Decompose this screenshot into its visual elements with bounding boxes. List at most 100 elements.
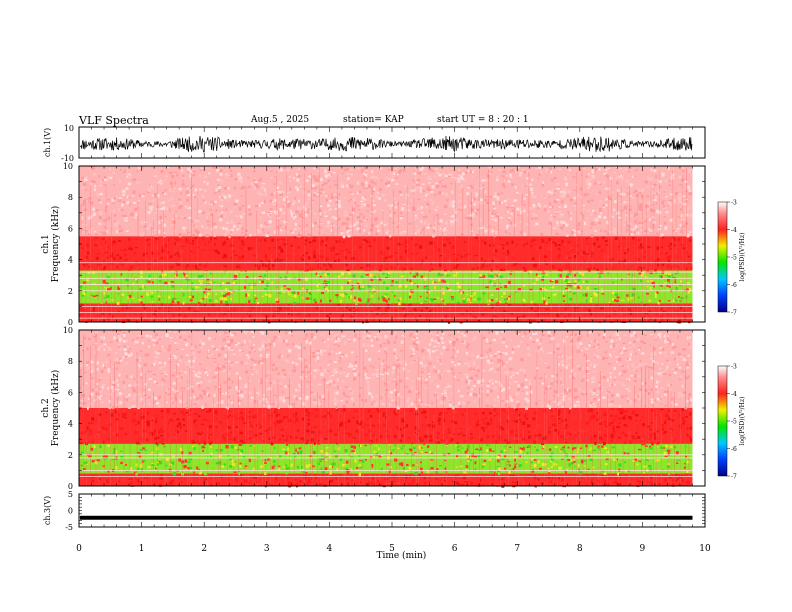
spectrogram-cell (141, 195, 145, 198)
spectrogram-cell (448, 274, 451, 276)
spectrogram-cell (526, 213, 529, 217)
spectrogram-cell (658, 299, 661, 302)
spectrogram-cell (199, 303, 202, 307)
spectrogram-cell (96, 459, 101, 462)
spectrogram-cell (670, 298, 674, 302)
spectrogram-cell (578, 471, 583, 475)
spectrogram-cell (643, 291, 647, 294)
spectrogram-cell (375, 225, 378, 228)
spectrogram-cell (241, 242, 245, 246)
spectrogram-cell (299, 271, 303, 273)
spectrogram-cell (334, 484, 338, 487)
spectrogram-cell (280, 249, 284, 253)
spectrogram-cell (173, 173, 176, 175)
spectrogram-cell (602, 265, 605, 268)
spectrogram-cell (580, 230, 584, 233)
spectrogram-cell (198, 233, 203, 237)
spectrogram-cell (603, 480, 606, 483)
spectrogram-cell (210, 239, 212, 242)
spectrogram-cell (267, 244, 270, 246)
spectrogram-cell (587, 295, 591, 297)
spectrogram-cell (279, 259, 283, 261)
spectrogram-cell (521, 470, 524, 473)
spectrogram-cell (205, 480, 208, 482)
spectrogram-cell (668, 471, 670, 476)
spectrogram-cell (225, 186, 227, 190)
spectrogram-cell (657, 228, 662, 231)
spectrogram-cell (533, 303, 537, 307)
spectrogram-cell (368, 231, 372, 235)
spectrogram-cell (474, 186, 477, 189)
spectrogram-cell (609, 303, 613, 306)
spectrogram-cell (262, 183, 266, 185)
spectrogram-cell (453, 469, 457, 473)
spectrogram-cell (422, 214, 425, 217)
spectrogram-cell (159, 462, 163, 465)
spectrogram-cell (195, 286, 199, 289)
spectrogram-cell (196, 268, 200, 271)
spectrogram-cell (363, 219, 367, 222)
spectrogram-cell (369, 273, 373, 278)
spectrogram-cell (587, 178, 591, 182)
spectrogram-cell (555, 449, 558, 453)
spectrogram-cell (454, 304, 457, 307)
spectrogram-cell (391, 255, 394, 258)
spectrogram-cell (532, 268, 536, 270)
spectrogram-cell (355, 221, 359, 224)
spectrogram-cell (614, 229, 617, 231)
spectrogram-cell (399, 256, 403, 260)
spectrogram-cell (445, 193, 449, 197)
spectrogram-cell (661, 174, 665, 177)
spectrogram-cell (253, 294, 257, 297)
spectrogram-cell (534, 216, 538, 220)
spectrogram-cell (330, 205, 334, 207)
spectrogram-cell (328, 311, 332, 315)
spectrogram-cell (169, 208, 171, 212)
spectrogram-cell (431, 308, 434, 310)
spectrogram-cell (554, 199, 558, 204)
spectrogram-cell (604, 188, 608, 190)
spectrogram-cell (310, 245, 313, 247)
spectrogram-cell (320, 205, 323, 208)
spectrogram-cell (104, 175, 107, 179)
spectrogram-cell (220, 300, 223, 304)
spectrogram-cell (598, 462, 600, 466)
spectrogram-cell (544, 476, 548, 480)
spectrogram-cell (480, 447, 482, 451)
spectrogram-cell (356, 191, 359, 195)
spectrogram-cell (490, 195, 493, 199)
spectrogram-cell (585, 234, 588, 236)
spectrogram-cell (672, 299, 675, 302)
spectrogram-cell (396, 481, 401, 485)
spectrogram-cell (638, 207, 641, 210)
spectrogram-cell (239, 214, 243, 217)
spectrogram-cell (649, 280, 654, 282)
spectrogram-cell (475, 240, 478, 243)
spectrogram-cell (145, 280, 149, 282)
spectrogram-cell (318, 264, 321, 267)
spectrogram-cell (117, 458, 121, 462)
spectrogram-cell (380, 482, 382, 487)
spectrogram-cell (425, 258, 429, 262)
spectrogram-cell (334, 207, 338, 210)
spectrogram-cell (230, 221, 234, 224)
spectrogram-cell (643, 262, 646, 265)
spectrogram-cell (585, 217, 589, 219)
spectrogram-cell (389, 234, 392, 238)
spectrogram-cell (113, 265, 117, 269)
spectrogram-cell (191, 256, 194, 259)
spectrogram-cell (218, 213, 222, 216)
spectrogram-cell (189, 187, 193, 189)
spectrogram-cell (203, 304, 207, 307)
spectrogram-cell (230, 291, 234, 293)
spectrogram-cell (241, 227, 244, 231)
spectrogram-cell (170, 197, 173, 201)
spectrogram-cell (382, 257, 386, 260)
spectrogram-cell (593, 170, 596, 173)
spectrogram-cell (667, 259, 671, 263)
spectrogram-cell (227, 174, 232, 176)
spectrogram-cell (444, 221, 448, 225)
spectrogram-cell (163, 232, 166, 235)
spectrogram-cell (572, 176, 576, 178)
spectrogram-cell (159, 477, 163, 480)
